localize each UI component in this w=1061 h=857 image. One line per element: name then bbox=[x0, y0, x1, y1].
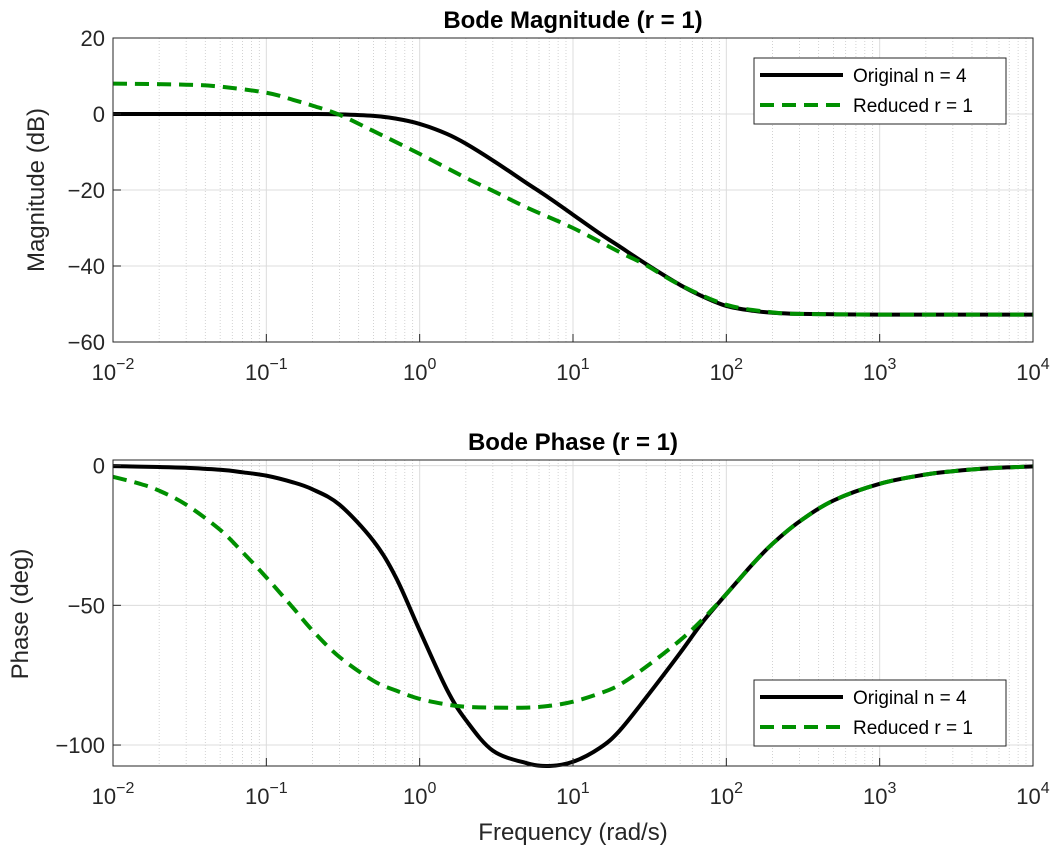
phase-y-axis-label: Phase (deg) bbox=[7, 549, 34, 680]
magnitude-panel: 10−2 10−1 100 101 102 103 104 −60 −40 −20 0 20 Bode… bbox=[23, 7, 1050, 385]
phase-series-reduced bbox=[112, 464, 1034, 710]
magnitude-legend-box bbox=[753, 57, 1007, 125]
magnitude-y-tick-label: −40 bbox=[68, 254, 105, 279]
magnitude-x-tick-label: 102 bbox=[710, 356, 743, 385]
phase-legend: Original n = 4 Reduced r = 1 bbox=[753, 679, 1007, 747]
magnitude-legend-label-original: Original n = 4 bbox=[853, 66, 967, 87]
magnitude-x-tick-label: 10−2 bbox=[92, 356, 135, 385]
phase-legend-box bbox=[753, 679, 1007, 747]
magnitude-title: Bode Magnitude (r = 1) bbox=[443, 7, 702, 34]
phase-y-tick-label: −100 bbox=[55, 733, 105, 758]
magnitude-y-tick-label: 20 bbox=[81, 26, 105, 51]
phase-x-tick-label: 104 bbox=[1016, 780, 1049, 809]
phase-y-tick-label: 0 bbox=[93, 454, 105, 479]
magnitude-x-tick-label: 103 bbox=[863, 356, 896, 385]
phase-title: Bode Phase (r = 1) bbox=[468, 429, 678, 456]
phase-panel: 10−2 10−1 100 101 102 103 104 −100 −50 0 Bode Pha… bbox=[7, 429, 1050, 846]
magnitude-legend: Original n = 4 Reduced r = 1 bbox=[753, 57, 1007, 125]
magnitude-ticks: 10−2 10−1 100 101 102 103 104 −60 −40 −20 0 20 bbox=[68, 26, 1050, 385]
phase-legend-label-original: Original n = 4 bbox=[853, 688, 967, 709]
phase-x-tick-label: 102 bbox=[710, 780, 743, 809]
magnitude-x-tick-label: 100 bbox=[403, 356, 436, 385]
phase-y-tick-label: −50 bbox=[68, 593, 105, 618]
phase-x-tick-label: 10−2 bbox=[92, 780, 135, 809]
magnitude-y-tick-label: 0 bbox=[93, 102, 105, 127]
magnitude-y-tick-label: −60 bbox=[68, 330, 105, 355]
magnitude-y-tick-label: −20 bbox=[68, 178, 105, 203]
phase-legend-label-reduced: Reduced r = 1 bbox=[853, 718, 973, 739]
magnitude-x-tick-label: 10−1 bbox=[245, 356, 288, 385]
phase-x-tick-label: 10−1 bbox=[245, 780, 288, 809]
phase-x-axis-label: Frequency (rad/s) bbox=[478, 819, 667, 846]
phase-x-tick-label: 100 bbox=[403, 780, 436, 809]
magnitude-x-tick-label: 104 bbox=[1016, 356, 1049, 385]
magnitude-lines bbox=[112, 81, 1033, 317]
magnitude-series-reduced bbox=[112, 81, 1033, 317]
magnitude-x-tick-label: 101 bbox=[556, 356, 589, 385]
phase-x-tick-label: 103 bbox=[863, 780, 896, 809]
magnitude-y-axis-label: Magnitude (dB) bbox=[23, 108, 50, 272]
phase-x-tick-label: 101 bbox=[556, 780, 589, 809]
magnitude-legend-label-reduced: Reduced r = 1 bbox=[853, 96, 973, 117]
